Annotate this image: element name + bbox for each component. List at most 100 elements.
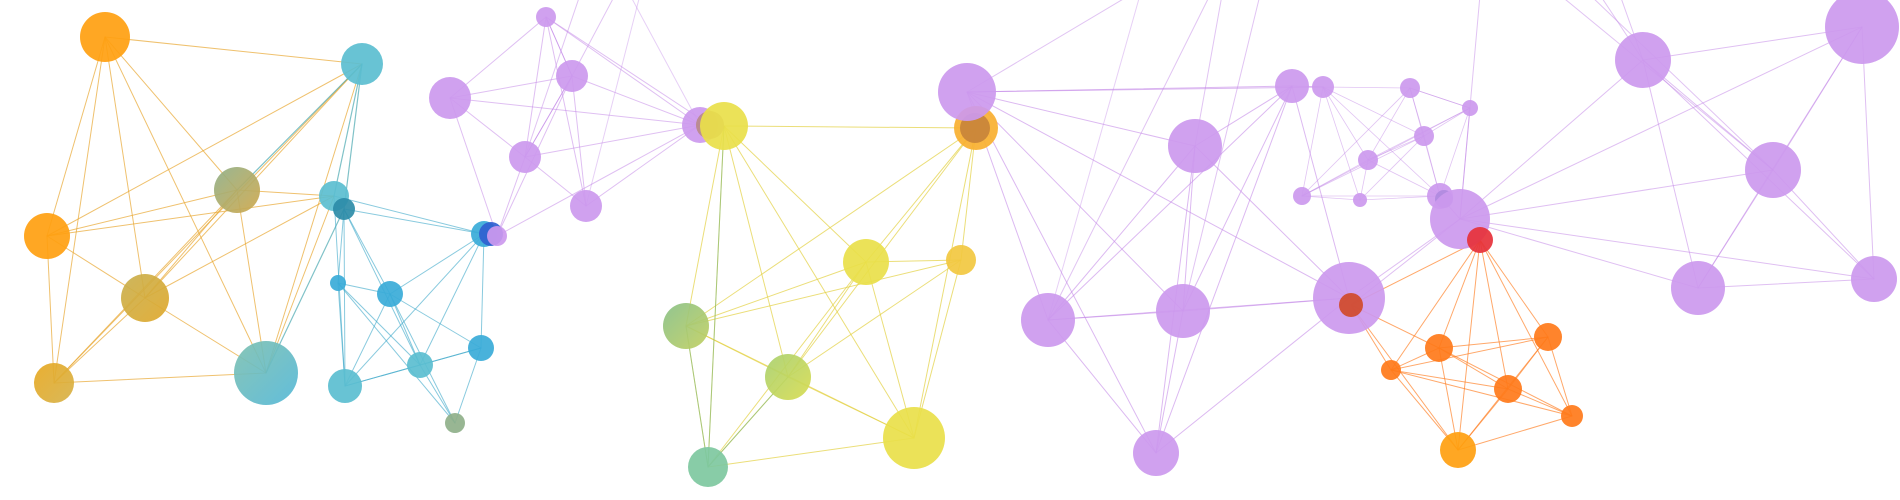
graph-edge [966, 0, 1123, 93]
graph-edge [1459, 218, 1875, 280]
graph-edge [343, 208, 485, 235]
graph-node [1168, 119, 1222, 173]
graph-node [688, 447, 728, 487]
node-layer [24, 0, 1899, 487]
graph-edge [496, 124, 701, 237]
graph-edge [787, 259, 962, 378]
graph-node [1745, 142, 1801, 198]
graph-edge [1390, 369, 1509, 390]
graph-edge [1322, 86, 1361, 201]
graph-edge [333, 63, 363, 197]
graph-edge [1642, 59, 1699, 289]
graph-edge [104, 36, 238, 191]
graph-edge [1367, 87, 1411, 161]
graph-node [1440, 432, 1476, 468]
graph-edge [1367, 135, 1425, 161]
graph-node [1358, 150, 1378, 170]
graph-edge [723, 125, 867, 263]
graph-edge [1301, 87, 1411, 197]
graph-node [1021, 293, 1075, 347]
graph-edge [585, 124, 701, 207]
graph-edge [46, 189, 238, 237]
graph-edge [865, 127, 977, 263]
graph-edge [1301, 107, 1471, 197]
graph-node [765, 354, 811, 400]
graph-edge [632, 0, 701, 126]
graph-edge [1594, 0, 1774, 171]
graph-edge [1459, 26, 1863, 220]
graph-edge [1479, 239, 1549, 338]
graph-edge [545, 16, 701, 126]
graph-node [377, 281, 403, 307]
graph-node [407, 352, 433, 378]
graph-edge [1359, 135, 1425, 201]
graph-edge [685, 125, 725, 327]
graph-edge [524, 124, 701, 158]
graph-node [333, 198, 355, 220]
graph-node [663, 303, 709, 349]
graph-edge [585, 0, 640, 207]
graph-edge [1479, 239, 1509, 390]
graph-node [1561, 405, 1583, 427]
graph-edge [1390, 336, 1549, 371]
graph-edge [723, 125, 789, 378]
graph-node [121, 274, 169, 322]
graph-node [429, 77, 471, 119]
graph-edge [1457, 415, 1573, 451]
graph-edge [104, 36, 363, 65]
graph-edge [144, 195, 335, 299]
graph-edge [1182, 145, 1196, 312]
graph-node [1851, 256, 1897, 302]
graph-edge [966, 91, 1157, 454]
graph-node [700, 102, 748, 150]
graph-node [341, 43, 383, 85]
graph-node [468, 335, 494, 361]
graph-edge [1194, 145, 1350, 299]
graph-edge [1301, 159, 1369, 197]
graph-edge [1301, 195, 1361, 201]
graph-edge [707, 437, 915, 468]
graph-edge [343, 208, 346, 387]
graph-edge [571, 75, 701, 126]
graph-node [843, 239, 889, 285]
graph-edge [343, 63, 363, 210]
graph-edge [545, 16, 711, 126]
graph-edge [343, 208, 391, 295]
graph-edge [1047, 319, 1157, 454]
graph-edge [685, 325, 709, 468]
graph-node [1467, 227, 1493, 253]
graph-node [1414, 126, 1434, 146]
graph-edge [1322, 86, 1425, 137]
graph-edge [966, 91, 1196, 147]
graph-edge [1322, 86, 1411, 89]
graph-node [214, 167, 260, 213]
graph-edge [1155, 85, 1293, 454]
graph-edge [1565, 0, 1774, 171]
graph-edge [524, 0, 579, 158]
graph-edge [46, 235, 55, 384]
graph-edge [333, 195, 346, 387]
graph-edge [1291, 85, 1350, 299]
graph-edge [966, 91, 1350, 299]
graph-node [1312, 76, 1334, 98]
graph-edge [46, 195, 335, 237]
graph-edge [454, 347, 482, 424]
graph-edge [1459, 169, 1774, 220]
graph-edge [344, 293, 391, 387]
graph-edge [337, 282, 456, 424]
graph-edge [333, 195, 485, 235]
graph-edge [571, 75, 587, 207]
graph-edge [707, 125, 725, 468]
graph-edge [1322, 86, 1369, 161]
graph-node [445, 413, 465, 433]
graph-node [34, 363, 74, 403]
graph-edge [53, 372, 267, 384]
graph-edge [685, 261, 867, 327]
graph-edge [480, 233, 485, 349]
graph-edge [723, 125, 977, 129]
graph-node [234, 341, 298, 405]
graph-node [1156, 284, 1210, 338]
graph-edge [46, 36, 106, 237]
graph-node [938, 63, 996, 121]
graph-node [1275, 69, 1309, 103]
